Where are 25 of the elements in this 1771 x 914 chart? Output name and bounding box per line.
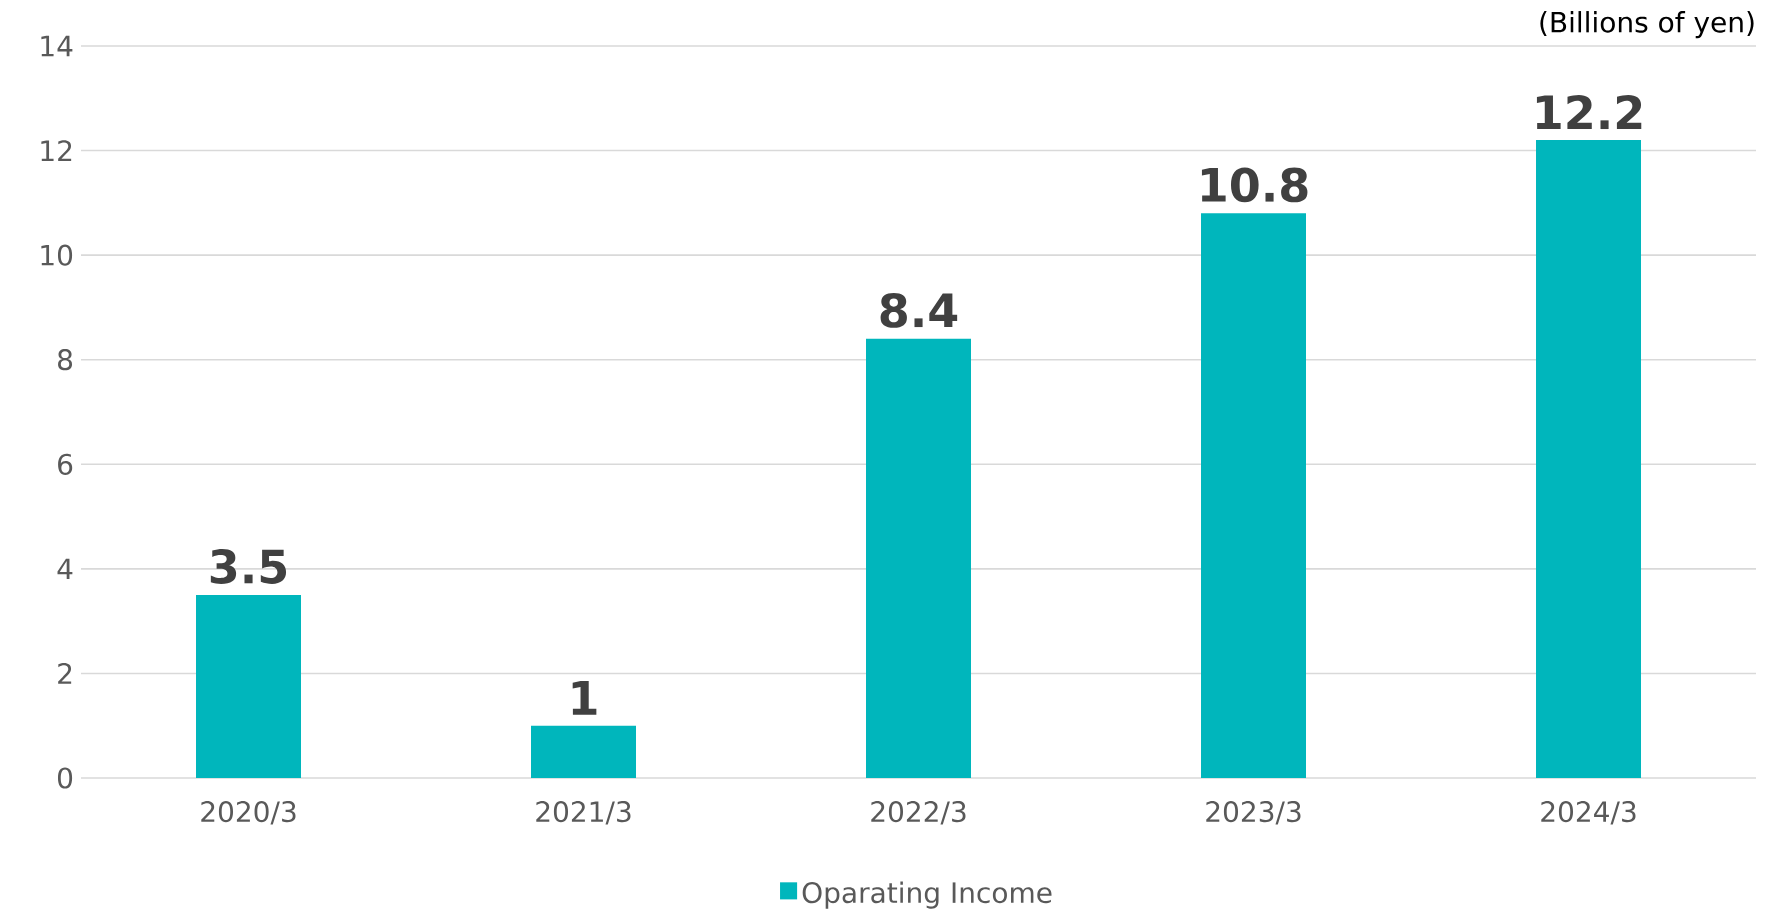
data-label: 12.2	[1536, 94, 1642, 130]
data-label: 3.5	[210, 549, 287, 585]
bar	[196, 595, 302, 779]
bar	[531, 725, 636, 779]
x-tick-label: 2021/3	[536, 801, 631, 825]
bar	[1536, 140, 1642, 779]
x-tick-label: 2022/3	[871, 801, 966, 825]
text: (Billions of yen)	[1540, 11, 1754, 39]
bar	[866, 338, 971, 779]
y-tick-label: 2	[58, 663, 72, 684]
legend-label: Oparating Income	[802, 881, 1052, 909]
x-tick-label: 2023/3	[1206, 801, 1301, 825]
y-tick-label: 4	[57, 558, 73, 580]
bar	[1201, 213, 1306, 779]
y-tick-label: 0	[57, 767, 73, 789]
y-tick-label: 8	[58, 349, 73, 371]
y-tick-label: 14	[41, 35, 73, 57]
y-tick-label: 6	[58, 453, 73, 475]
y-tick-label: 12	[41, 140, 72, 162]
x-tick-label: 2020/3	[201, 801, 296, 825]
data-label: 1	[572, 681, 597, 715]
y-tick-label: 10	[41, 244, 73, 266]
data-label: 10.8	[1201, 167, 1308, 203]
data-label: 8.4	[880, 293, 958, 328]
x-tick-label: 2024/3	[1541, 801, 1636, 825]
